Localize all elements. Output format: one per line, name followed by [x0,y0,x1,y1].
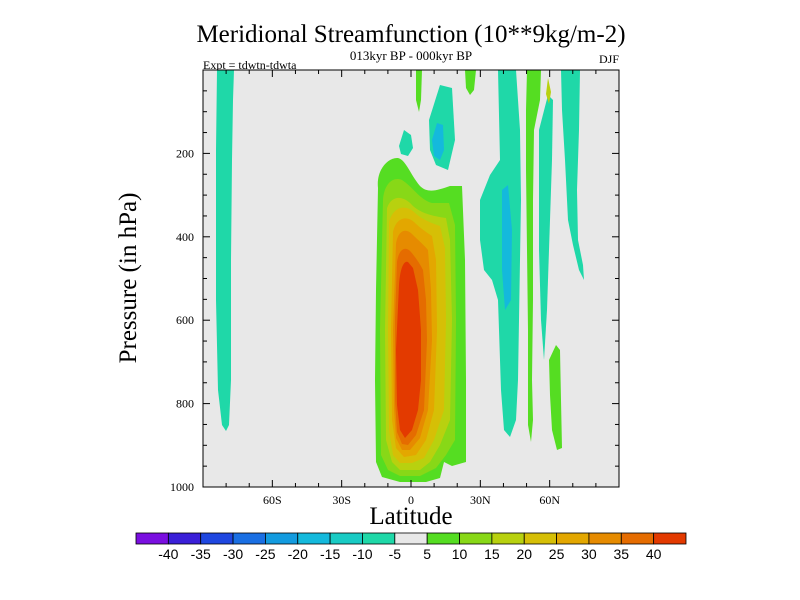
y-axis-label: Pressure (in hPa) [115,193,142,364]
colorbar-tick-label: 20 [516,546,532,562]
colorbar: -40 -35 -30 -25 -20 -15 -10 -5 5 10 15 20 25 30 35 40 [135,532,687,562]
contour-neg-strip-80s [216,70,234,431]
y-tick-label: 200 [176,146,194,160]
colorbar-swatch [491,532,525,545]
contour-pos-spot-45n [546,78,551,104]
y-tick-label: 600 [176,313,194,327]
chart-title: Meridional Streamfunction (10**9kg/m-2) [196,21,625,48]
colorbar-tick-label: 10 [452,546,468,562]
y-tick-label: 400 [176,230,194,244]
colorbar-swatch [620,532,655,545]
colorbar-tick-label: -25 [255,546,275,562]
colorbar-swatch [200,532,234,545]
colorbar-tick-label: -30 [223,546,243,562]
x-tick-label: 30S [332,493,351,507]
contour-pos-strip-40n [526,70,541,442]
colorbar-tick-label: 40 [646,546,662,562]
colorbar-swatch [265,532,299,545]
colorbar-swatch [232,532,266,545]
colorbar-tick-label: 35 [614,546,630,562]
colorbar-swatch [459,532,493,545]
contour-pos-strip-25n [465,70,476,95]
contour-neg-strip-45n [539,95,553,360]
x-axis-label: Latitude [369,503,452,530]
plot-area: 60S 30S 0 30N 60N 200 400 600 800 1000 [170,69,620,507]
contour-neg-15n-inner [432,123,444,160]
colorbar-swatch [523,532,557,545]
x-tick-label: 0 [408,493,414,507]
colorbar-swatch [426,532,460,545]
colorbar-tick-label: 30 [581,546,597,562]
x-tick-label: 60N [539,493,560,507]
negative-contours [216,70,584,437]
positive-strips [416,70,562,450]
colorbar-tick-label: 15 [484,546,500,562]
experiment-label: Expt = tdwtn-tdwta [203,58,297,72]
colorbar-swatch [394,532,428,545]
contour-pos-strip-5n [416,70,422,112]
colorbar-tick-label: 25 [549,546,565,562]
contour-pos-strip-60n [549,345,562,450]
colorbar-swatch [135,532,169,545]
colorbar-tick-label: -40 [158,546,178,562]
colorbar-swatch [297,532,331,545]
colorbar-tick-label: 5 [423,546,431,562]
contour-pos-40 [396,261,421,438]
colorbar-swatch [167,532,202,545]
y-tick-label: 1000 [170,480,194,494]
contour-neg-strip-70n [561,70,584,280]
x-axis-ticks: 60S 30S 0 30N 60N [202,70,620,507]
colorbar-swatch [653,532,687,545]
season-label: DJF [599,52,619,66]
colorbar-tick-label: -35 [191,546,211,562]
colorbar-swatch [556,532,590,545]
chart-subtitle: 013kyr BP - 000kyr BP [350,48,472,63]
colorbar-tick-label: -20 [288,546,308,562]
colorbar-swatch [588,532,622,545]
colorbar-tick-label: -5 [389,546,402,562]
colorbar-tick-label: -10 [352,546,372,562]
colorbar-swatch [329,532,363,545]
main-positive-cell [375,157,466,482]
colorbar-tick-label: -15 [320,546,340,562]
x-tick-label: 30N [470,493,491,507]
contour-neg-blob-eq [399,130,413,156]
y-tick-label: 800 [176,397,194,411]
colorbar-swatch [362,532,396,545]
contour-neg-strip-30n [480,70,521,437]
y-axis-ticks: 200 400 600 800 1000 [170,90,619,494]
contour-neg-strip-30n-inner [502,185,512,310]
x-tick-label: 60S [263,493,282,507]
